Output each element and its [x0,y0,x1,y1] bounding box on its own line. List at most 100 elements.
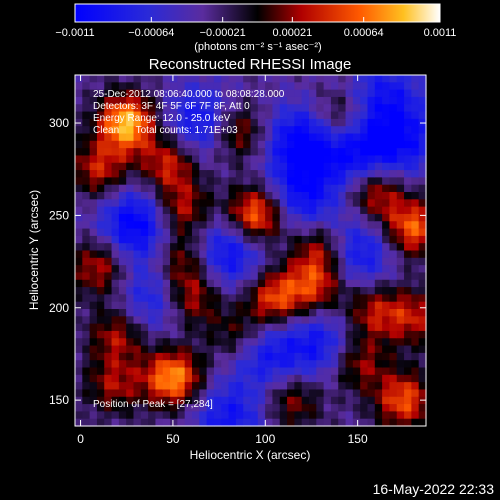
heatmap-cell [360,352,369,361]
y-tick-label: 250 [49,208,69,222]
heatmap-cell [213,382,222,391]
heatmap-cell [199,352,208,361]
heatmap-cell [367,184,376,193]
heatmap-cell [82,272,91,281]
heatmap-cell [221,309,230,317]
heatmap-cell [89,352,98,361]
heatmap-cell [148,118,157,127]
heatmap-cell [330,170,339,178]
heatmap-cell [155,360,164,369]
heatmap-cell [155,250,164,259]
heatmap-cell [140,316,149,325]
heatmap-cell [133,243,142,252]
heatmap-cell [213,184,222,193]
heatmap-cell [126,287,135,295]
heatmap-cell [162,287,171,295]
heatmap-cell [279,184,288,193]
heatmap-cell [257,316,266,325]
heatmap-cell [133,89,142,98]
heatmap-cell [330,389,339,398]
heatmap-cell [155,192,164,200]
heatmap-cell [104,301,113,310]
heatmap-cell [96,265,105,274]
heatmap-cell [213,338,222,347]
heatmap-cell [235,411,244,420]
heatmap-cell [396,96,405,105]
heatmap-cell [192,75,200,83]
heatmap-cell [411,323,420,332]
heatmap-cell [162,301,171,310]
heatmap-cell [345,250,354,259]
heatmap-cell [309,177,317,186]
heatmap-cell [104,323,113,332]
heatmap-cell [301,243,310,252]
heatmap-cell [104,104,113,113]
heatmap-cell [184,133,193,142]
heatmap-cell [235,287,244,295]
heatmap-cell [228,272,237,281]
heatmap-cell [104,396,113,405]
heatmap-cell [155,316,164,325]
heatmap-cell [382,257,391,266]
heatmap-cell [155,140,164,149]
colorbar-ticks: −0.0011 −0.00064 −0.00021 0.00021 0.00064 0.0… [55,17,456,39]
heatmap-cell [345,221,354,230]
heatmap-cell [294,389,303,398]
heatmap-cell [89,396,98,405]
heatmap-cell [418,243,427,252]
heatmap-cell [199,330,208,339]
heatmap-cell [396,126,405,135]
heatmap-cell [330,382,339,391]
heatmap-cell [418,418,427,427]
heatmap-cell [206,418,215,427]
heatmap-cell [265,250,274,259]
heatmap-cell [265,221,274,230]
heatmap-cell [294,82,303,91]
heatmap-cell [389,367,398,376]
heatmap-cell [396,104,405,113]
heatmap-cell [140,89,149,98]
heatmap-cell [206,367,215,376]
plot-frame [74,74,427,427]
heatmap-cell [316,294,325,303]
heatmap-cell [82,118,91,127]
heatmap-cell [360,104,369,113]
colorbar-tick-label: 0.00021 [272,27,312,39]
heatmap-cell [345,82,354,91]
heatmap-cell [235,309,244,317]
heatmap-cell [221,192,230,200]
heatmap-cell [243,155,252,164]
heatmap-cell [382,279,391,288]
heatmap-cell [316,323,325,332]
heatmap-cell [213,155,222,164]
heatmap-cell [111,257,120,266]
heatmap-cell [243,309,252,317]
heatmap-cell [309,192,317,200]
heatmap-cell [374,418,383,427]
heatmap-cell [133,330,142,339]
heatmap-cell [228,257,237,266]
heatmap-cell [411,316,420,325]
heatmap-cell [162,140,171,149]
heatmap-cell [389,126,398,135]
heatmap-cell [75,389,83,398]
heatmap-cell [404,287,412,295]
heatmap-cell [316,111,325,120]
heatmap-cell [177,162,186,171]
annotation-clean-counts: Clean Total counts: 1.71E+03 [93,125,238,136]
heatmap-cell [309,345,317,354]
heatmap-cell [177,235,186,244]
heatmap-cell [279,345,288,354]
heatmap-cell [118,360,127,369]
heatmap-cell [104,199,113,208]
heatmap-cell [265,170,274,178]
heatmap-cell [206,309,215,317]
heatmap-cell [155,89,164,98]
heatmap-cell [126,404,135,412]
heatmap-cell [345,96,354,105]
heatmap-cell [162,155,171,164]
heatmap-cell [206,126,215,135]
heatmap-cell [126,345,135,354]
heatmap-cell [148,330,157,339]
heatmap-cell [272,396,281,405]
